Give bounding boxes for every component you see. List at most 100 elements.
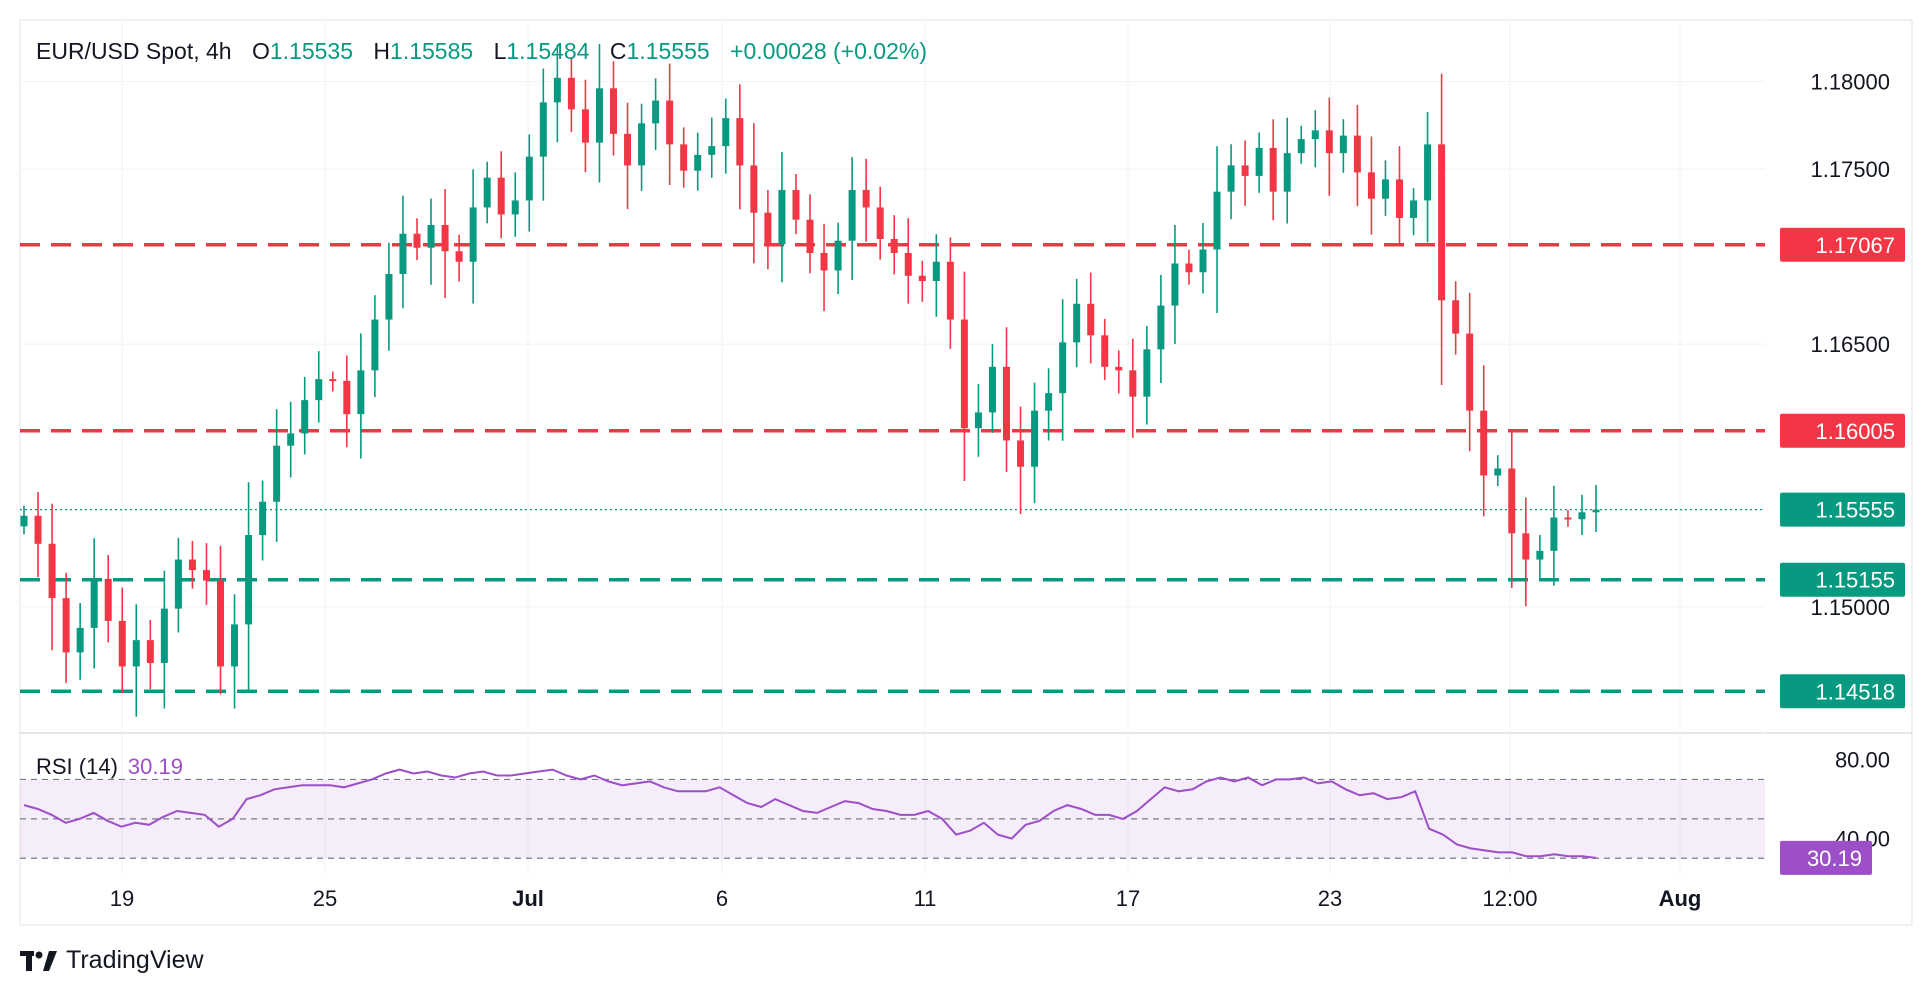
candle-body [1410,200,1418,218]
price-axis: 1.15000 1.16500 1.17500 1.18000 1.17067 1.160… [1780,69,1905,875]
candle-body [441,224,449,252]
candle-body [497,177,505,215]
candle-body [1283,153,1291,192]
candle-body [1185,263,1193,273]
candle-body [1536,550,1544,560]
candle-body [638,123,646,166]
candle-body [301,400,309,434]
candle-body [553,77,561,103]
candle-body [1480,410,1488,476]
candle-body [273,445,281,502]
open-key: O [251,38,270,64]
candle-body [371,319,379,371]
candle-body [1311,130,1319,140]
candle-body [946,261,954,320]
candle-body [329,379,337,382]
candle-body [974,412,982,429]
time-tick-label: 6 [716,886,728,911]
symbol-label: EUR/USD Spot, 4h [36,38,232,64]
price-tick-label: 1.17500 [1810,157,1890,182]
support-resistance-lines [20,243,1765,694]
candle-body [511,200,519,215]
candle-body [1564,517,1572,520]
candle-body [652,100,660,124]
high-value: 1.15585 [390,38,474,64]
tradingview-logo-icon [20,950,57,971]
time-tick-label: 25 [313,886,337,911]
candle-body [357,370,365,415]
change-value: +0.00028 (+0.02%) [730,38,927,64]
candle-body [315,379,323,401]
resistance-price-tag [1780,227,1905,262]
support-price-label: 1.15155 [1815,568,1895,593]
low-key: L [493,38,507,64]
candle-body [988,366,996,413]
support-price-tag [1780,674,1905,709]
candle-body [764,212,772,245]
candle-body [1353,135,1361,173]
price-tick-label: 1.15000 [1810,595,1890,620]
low-value: 1.15484 [506,38,590,64]
candle-body [1143,349,1151,397]
candle-body [427,224,435,248]
candle-body [595,88,603,143]
candle-body [90,578,98,628]
candle-body [890,238,898,253]
candles [20,44,1600,717]
candle-body [34,515,42,544]
candle-body [287,433,295,446]
time-tick-label: Aug [1659,886,1702,911]
candle-body [567,77,575,110]
candle-body [1017,440,1025,467]
rsi-tick-label: 80.00 [1835,748,1890,773]
candle-body [1339,135,1347,154]
candle-body [539,102,547,157]
brand-name: TradingView [66,946,204,974]
candle-body [624,133,632,166]
candle-body [1578,512,1586,520]
time-tick-label: 19 [110,886,134,911]
candle-body [245,535,253,625]
candle-body [1129,370,1137,397]
candle-body [1494,468,1502,476]
candle-body [834,240,842,271]
candle-body [610,88,617,134]
candle-body [1522,533,1530,560]
rsi-legend: RSI (14) 30.19 [36,754,183,780]
candle-body [1171,263,1179,306]
candle-body [792,189,800,220]
candle-body [1101,335,1109,367]
candle-body [20,515,28,527]
last-price-label: 1.15555 [1815,498,1895,523]
candle-body [146,640,154,663]
price-tick-label: 1.18000 [1810,69,1890,94]
candle-body [76,627,84,653]
candle-body [231,624,239,667]
candle-body [1466,333,1474,411]
support-price-tag [1780,562,1905,597]
candle-body [48,543,56,599]
candle-body [1059,342,1067,394]
candle-body [694,154,702,171]
candle-body [1003,366,1010,441]
candle-body [960,319,968,429]
candle-body [750,165,758,213]
candle-body [904,252,912,276]
tradingview-logo[interactable]: TradingView [20,946,204,975]
candle-body [399,233,407,275]
candle-body [1396,179,1403,218]
candle-body [1592,509,1600,513]
candle-body [413,233,421,248]
candle-body [188,559,196,571]
support-price-label: 1.14518 [1815,679,1895,704]
candle-body [708,146,716,155]
candle-body [483,177,491,208]
rsi-value: 30.19 [127,754,183,779]
candle-body [1452,300,1460,334]
candle-body [259,501,267,536]
high-key: H [373,38,391,64]
candle-body [1550,517,1558,551]
candle-body [1241,165,1249,176]
candle-body [1115,366,1123,371]
